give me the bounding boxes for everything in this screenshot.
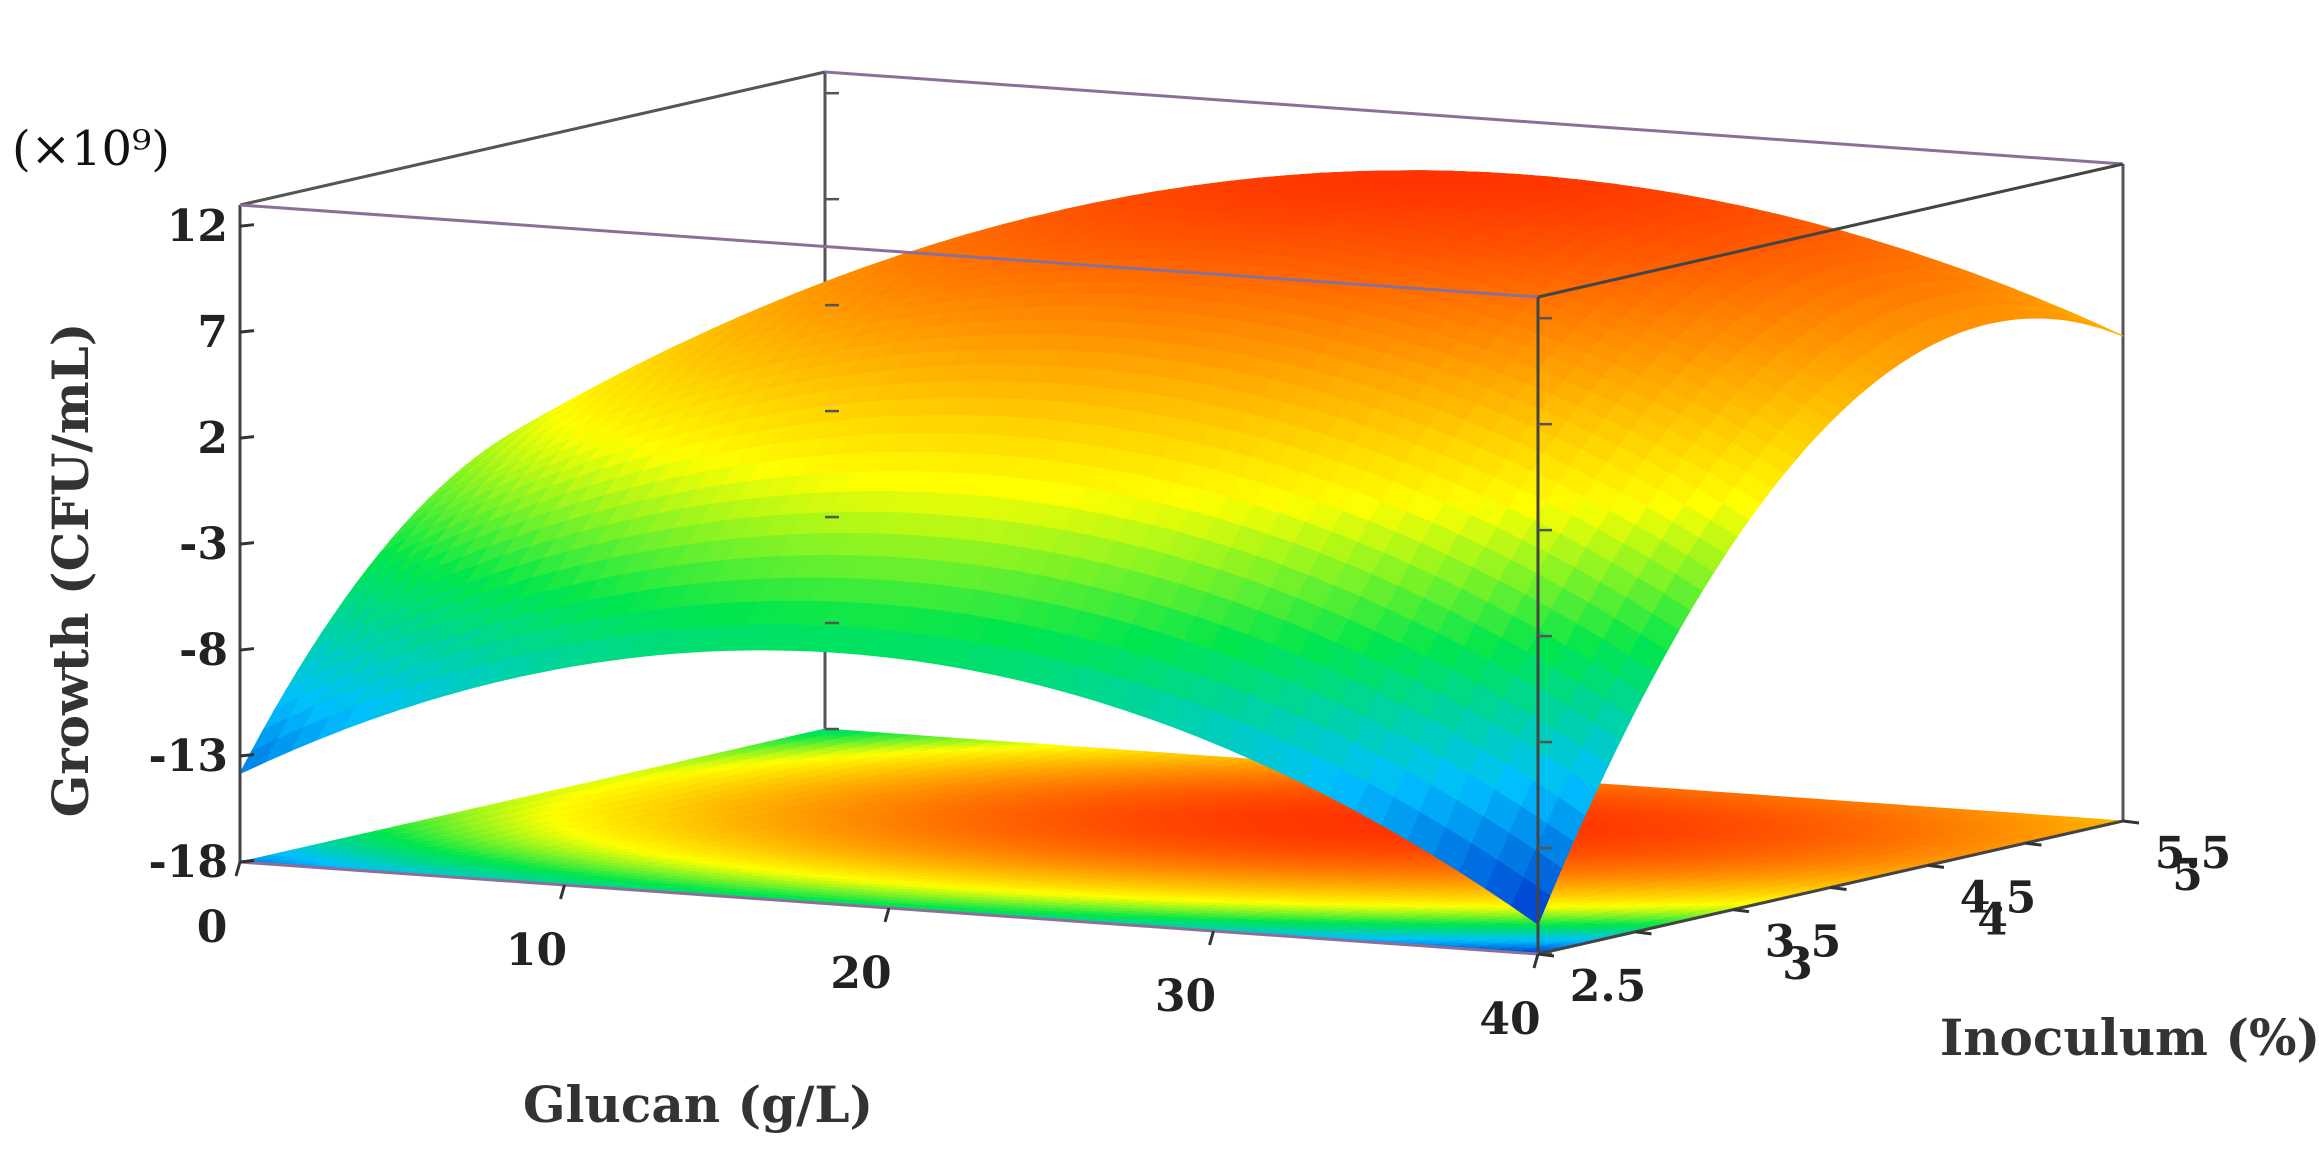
back-top-edge	[824, 70, 2124, 166]
back-top-left-edge	[239, 70, 826, 207]
